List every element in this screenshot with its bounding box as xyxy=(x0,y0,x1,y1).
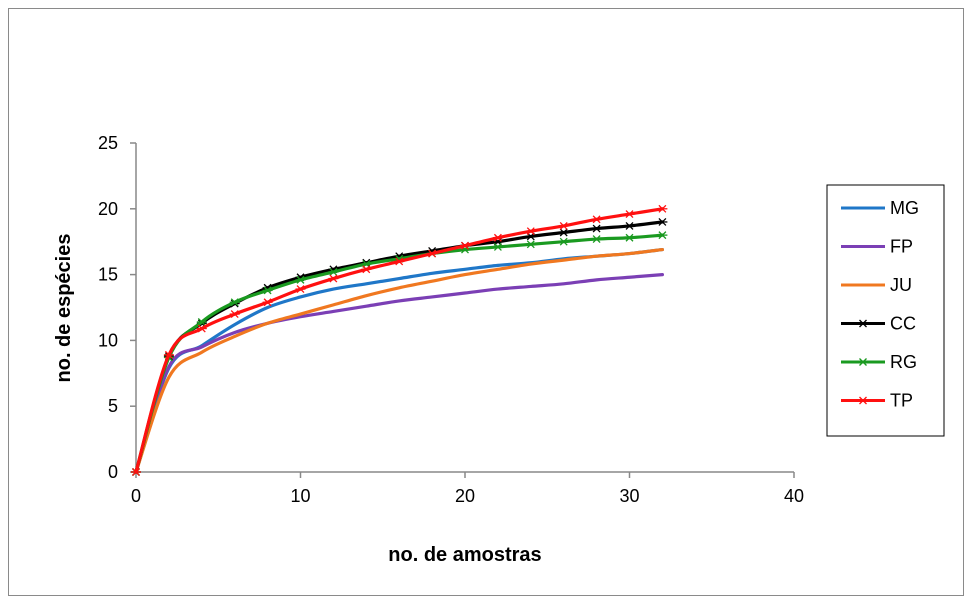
legend-item-fp: FP xyxy=(841,237,913,257)
data-point-tp xyxy=(196,324,207,333)
data-point-rg xyxy=(262,286,273,295)
data-point-cc xyxy=(558,228,569,237)
axes xyxy=(135,143,794,473)
data-point-rg xyxy=(558,237,569,246)
data-point-cc xyxy=(624,221,635,230)
data-point-tp xyxy=(328,274,339,283)
data-point-cc xyxy=(591,224,602,233)
x-tick-label: 40 xyxy=(784,486,804,506)
data-point-tp xyxy=(394,257,405,266)
data-point-rg xyxy=(492,243,503,251)
data-point-tp xyxy=(262,298,273,307)
legend-item-tp: TP xyxy=(841,391,913,411)
legend-box xyxy=(826,184,945,437)
data-point-tp xyxy=(591,215,602,224)
data-point-tp xyxy=(427,249,438,258)
legend: MG FP JU CC RG TP xyxy=(826,184,945,437)
data-point-tp xyxy=(558,221,569,230)
data-point-rg xyxy=(657,231,668,240)
series-line-fp xyxy=(134,273,664,474)
series-layer xyxy=(131,204,668,476)
legend-marker xyxy=(858,358,868,366)
data-point-tp xyxy=(295,285,306,294)
series-tp xyxy=(131,204,668,476)
series-ju xyxy=(134,247,664,474)
series-fp xyxy=(134,273,664,474)
y-axis-title: no. de espécies xyxy=(53,234,75,383)
series-line-ju xyxy=(134,247,664,474)
y-tick-label: 20 xyxy=(98,199,118,219)
legend-label: RG xyxy=(890,352,917,372)
data-point-rg xyxy=(295,275,306,284)
legend-items: MG FP JU CC RG TP xyxy=(841,198,919,411)
data-point-rg xyxy=(196,318,207,326)
data-point-rg xyxy=(624,233,635,242)
data-point-tp xyxy=(163,350,174,359)
data-point-tp xyxy=(460,241,470,250)
data-point-tp xyxy=(361,265,372,274)
legend-label: JU xyxy=(890,275,912,295)
data-point-rg xyxy=(229,298,240,307)
series-line-rg xyxy=(134,233,664,474)
legend-label: MG xyxy=(890,198,919,218)
legend-marker xyxy=(858,319,868,328)
data-point-cc xyxy=(657,218,668,226)
y-tick-label: 10 xyxy=(98,330,118,350)
data-point-tp xyxy=(229,310,240,319)
data-point-tp xyxy=(525,227,536,236)
legend-item-rg: RG xyxy=(841,352,917,372)
y-tick-label: 25 xyxy=(98,133,118,153)
legend-label: TP xyxy=(890,391,913,411)
x-tick-label: 20 xyxy=(455,486,475,506)
y-tick-label: 15 xyxy=(98,265,118,285)
legend-marker xyxy=(858,396,868,405)
series-rg xyxy=(131,231,668,476)
y-tick-label: 5 xyxy=(108,396,118,416)
data-point-rg xyxy=(328,268,339,276)
legend-label: CC xyxy=(890,314,916,334)
y-tick-label: 0 xyxy=(108,462,118,482)
legend-item-ju: JU xyxy=(841,275,912,295)
ticks: 0 5 10 15 20 25 0 10 20 30 40 xyxy=(98,133,804,506)
legend-item-cc: CC xyxy=(841,314,916,334)
data-point-tp xyxy=(657,204,668,213)
x-tick-label: 10 xyxy=(290,486,310,506)
data-point-tp xyxy=(492,233,503,242)
data-point-tp xyxy=(624,210,635,219)
legend-item-mg: MG xyxy=(841,198,919,218)
x-tick-label: 0 xyxy=(131,486,141,506)
legend-label: FP xyxy=(890,237,913,257)
data-point-rg xyxy=(591,235,602,244)
chart-frame xyxy=(8,8,964,596)
x-axis-title: no. de amostras xyxy=(388,544,541,566)
data-point-tp xyxy=(131,468,141,476)
x-tick-label: 30 xyxy=(619,486,639,506)
data-point-rg xyxy=(525,240,536,249)
series-line-tp xyxy=(134,207,664,474)
